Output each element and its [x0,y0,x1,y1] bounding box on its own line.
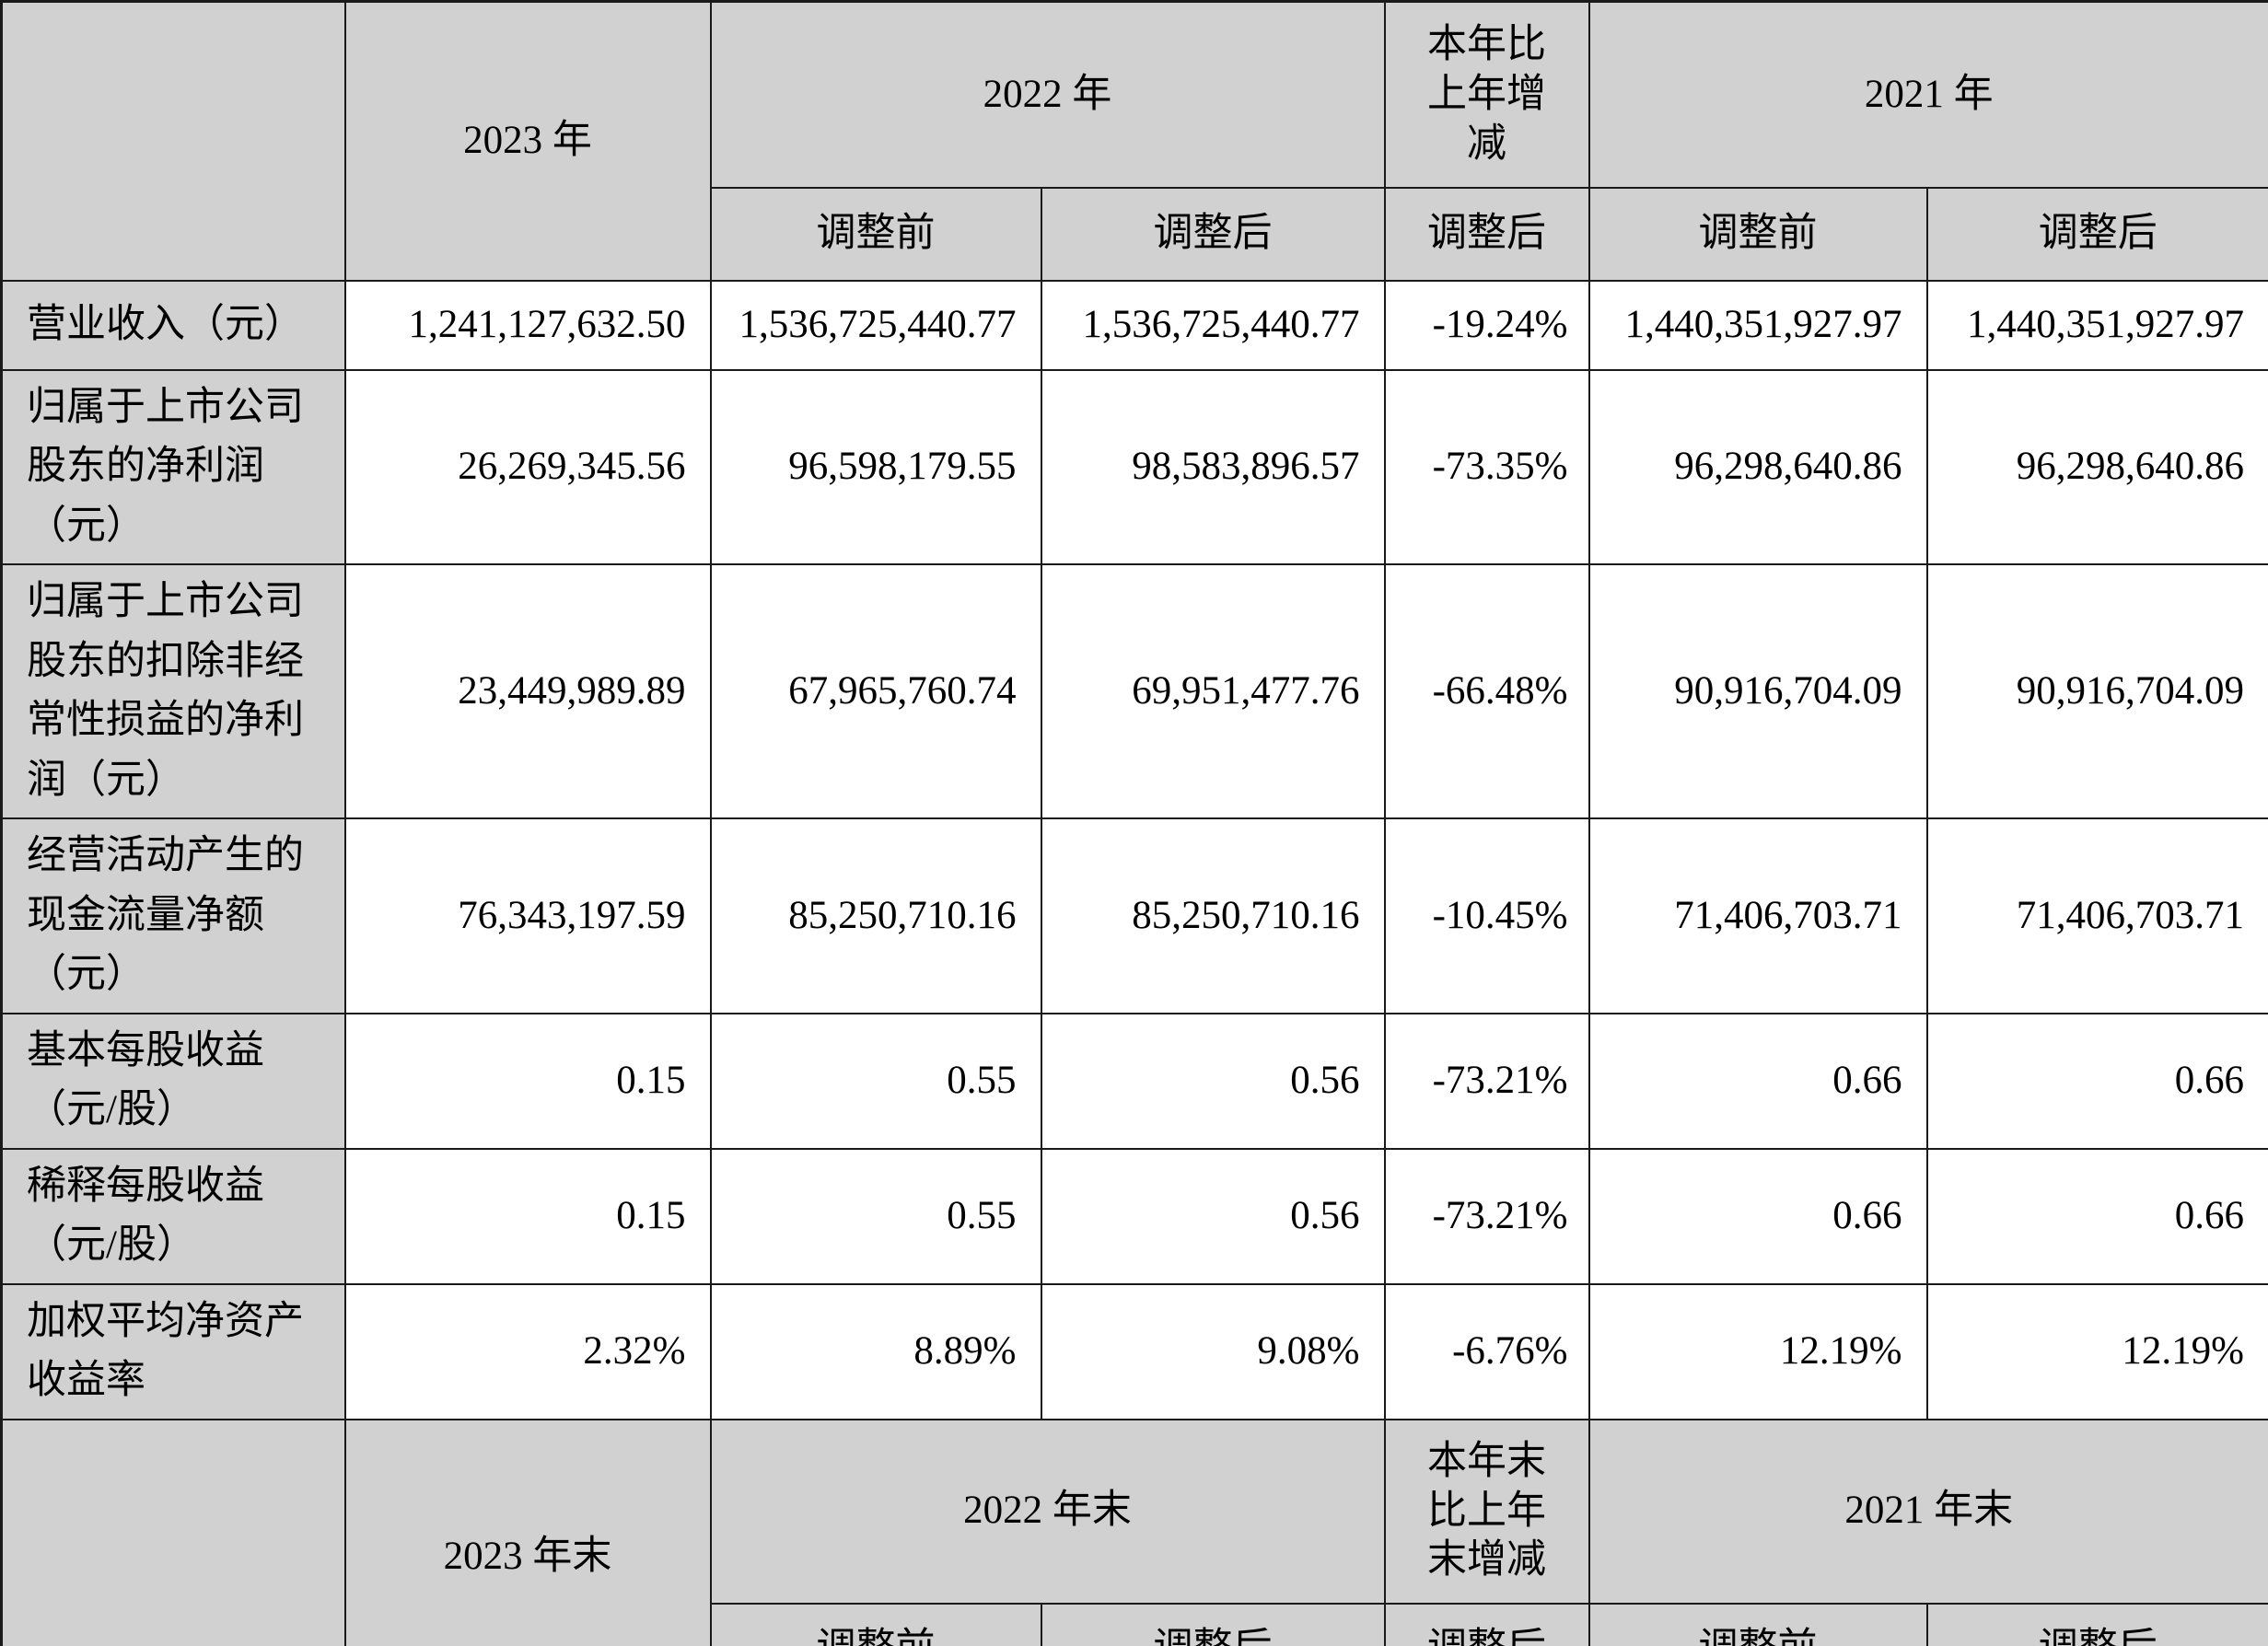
subheader-end-2021-post: 调整后 [1925,1602,2268,1646]
cell-2021-pre: 0.66 [1588,1147,1928,1285]
cell-change: -73.21% [1383,1147,1590,1285]
cell-change: -19.24% [1383,279,1590,371]
cell-2021-pre: 71,406,703.71 [1588,817,1928,1014]
table-row-basic-eps: 基本每股收益 （元/股） 0.15 0.55 0.56 -73.21% 0.66… [0,1012,2268,1150]
cell-2021-post: 0.66 [1925,1012,2268,1150]
row-label: 稀释每股收益 （元/股） [0,1147,346,1285]
table-row-weighted-avg-roe: 加权平均净资产 收益率 2.32% 8.89% 9.08% -6.76% 12.… [0,1282,2268,1420]
cell-2022-pre: 8.89% [709,1282,1042,1420]
subheader-2022-post: 调整后 [1040,186,1386,282]
cell-2023: 2.32% [343,1282,712,1420]
subheader-end-2022-pre: 调整前 [709,1602,1042,1646]
cell-2021-post: 90,916,704.09 [1925,563,2268,819]
row-label: 归属于上市公司 股东的扣除非经 常性损益的净利 润（元） [0,563,346,819]
cell-2023: 76,343,197.59 [343,817,712,1014]
header-year-2023: 2023 年 [343,0,712,282]
cell-2022-pre: 0.55 [709,1012,1042,1150]
top-subheader-row: 调整前 调整后 调整后 调整前 调整后 [2,186,2268,282]
cell-2022-pre: 96,598,179.55 [709,368,1042,565]
cell-2022-post: 0.56 [1040,1012,1386,1150]
cell-2021-post: 96,298,640.86 [1925,368,2268,565]
row-label: 基本每股收益 （元/股） [0,1012,346,1150]
cell-2022-post: 0.56 [1040,1147,1386,1285]
table-row-revenue: 营业收入（元） 1,241,127,632.50 1,536,725,440.7… [0,279,2268,371]
header-end-2022: 2022 年末 [709,1418,1386,1605]
cell-change: -73.35% [1383,368,1590,565]
cell-2021-pre: 0.66 [1588,1012,1928,1150]
header-end-2023: 2023 年末 [343,1418,712,1646]
cell-2021-pre: 90,916,704.09 [1588,563,1928,819]
subheader-change-post: 调整后 [1383,186,1590,282]
cell-2021-pre: 96,298,640.86 [1588,368,1928,565]
cell-2022-post: 69,951,477.76 [1040,563,1386,819]
cell-2021-post: 1,440,351,927.97 [1925,279,2268,371]
top-header-row: 2023 年 2022 年 本年比 上年增 减 2021 年 [0,0,2268,282]
table-row-diluted-eps: 稀释每股收益 （元/股） 0.15 0.55 0.56 -73.21% 0.66… [0,1147,2268,1285]
header-end-2021: 2021 年末 [1588,1418,2268,1605]
header-year-2022: 2022 年 [709,0,1386,189]
cell-change: -66.48% [1383,563,1590,819]
cell-2022-pre: 0.55 [709,1147,1042,1285]
subheader-2021-pre: 调整前 [1588,186,1928,282]
header-year-2021: 2021 年 [1588,0,2268,189]
bottom-header-row: 2023 年末 2022 年末 本年末 比上年 末增减 2021 年末 [0,1418,2268,1646]
table-row-operating-cash-flow: 经营活动产生的 现金流量净额 （元） 76,343,197.59 85,250,… [0,817,2268,1014]
cell-2022-pre: 67,965,760.74 [709,563,1042,819]
cell-2021-pre: 12.19% [1588,1282,1928,1420]
subheader-end-2021-pre: 调整前 [1588,1602,1928,1646]
table-row-net-profit: 归属于上市公司 股东的净利润 （元） 26,269,345.56 96,598,… [0,368,2268,565]
cell-2023: 26,269,345.56 [343,368,712,565]
cell-2022-post: 1,536,725,440.77 [1040,279,1386,371]
cell-change: -10.45% [1383,817,1590,1014]
subheader-end-2022-post: 调整后 [1040,1602,1386,1646]
cell-2022-pre: 85,250,710.16 [709,817,1042,1014]
row-label: 经营活动产生的 现金流量净额 （元） [0,817,346,1014]
header-end-yoy-change: 本年末 比上年 末增减 [1383,1418,1590,1605]
cell-2021-pre: 1,440,351,927.97 [1588,279,1928,371]
subheader-2021-post: 调整后 [1925,186,2268,282]
cell-2021-post: 12.19% [1925,1282,2268,1420]
cell-2023: 1,241,127,632.50 [343,279,712,371]
table-row-deducted-net-profit: 归属于上市公司 股东的扣除非经 常性损益的净利 润（元） 23,449,989.… [0,563,2268,819]
cell-2023: 0.15 [343,1147,712,1285]
bottom-subheader-row: 调整前 调整后 调整后 调整前 调整后 [2,1602,2268,1646]
cell-2023: 23,449,989.89 [343,563,712,819]
cell-change: -6.76% [1383,1282,1590,1420]
cell-2022-post: 98,583,896.57 [1040,368,1386,565]
row-label: 归属于上市公司 股东的净利润 （元） [0,368,346,565]
corner-blank-cell [0,0,346,282]
cell-change: -73.21% [1383,1012,1590,1150]
subheader-end-change-post: 调整后 [1383,1602,1590,1646]
cell-2022-pre: 1,536,725,440.77 [709,279,1042,371]
subheader-2022-pre: 调整前 [709,186,1042,282]
cell-2022-post: 85,250,710.16 [1040,817,1386,1014]
cell-2021-post: 0.66 [1925,1147,2268,1285]
header-yoy-change: 本年比 上年增 减 [1383,0,1590,189]
row-label: 加权平均净资产 收益率 [0,1282,346,1420]
row-label: 营业收入（元） [0,279,346,371]
cell-2023: 0.15 [343,1012,712,1150]
cell-2022-post: 9.08% [1040,1282,1386,1420]
cell-2021-post: 71,406,703.71 [1925,817,2268,1014]
bottom-corner-blank-cell [0,1418,346,1646]
